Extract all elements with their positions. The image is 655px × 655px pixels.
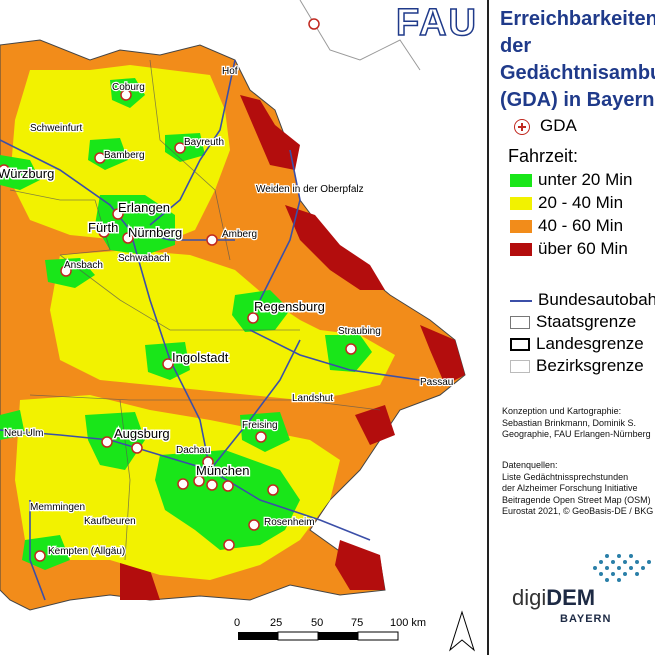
region-under-20-regensburg (232, 290, 290, 332)
city-label: Schweinfurt (30, 123, 82, 134)
city-label: Dachau (176, 445, 210, 456)
fau-logo: FAU (395, 1, 478, 45)
legend-gda-label: GDA (540, 116, 577, 135)
region-under-20-neu-ulm (0, 410, 25, 440)
region-under-20-muenchen (155, 450, 300, 550)
scale-label-100: 100 km (390, 617, 427, 629)
city-label: Memmingen (30, 502, 85, 513)
city-label: München (196, 463, 249, 478)
city-label: Augsburg (114, 426, 170, 441)
legend-district-border: Bezirksgrenze (510, 356, 644, 376)
region-over-60-east (285, 205, 385, 290)
region-over-60-northeast (240, 95, 300, 170)
legend-land-border: Landesgrenze (510, 334, 644, 354)
city-label: Hof (222, 66, 238, 77)
region-under-20-freising (240, 412, 290, 452)
digidem-bayern-label: BAYERN (560, 613, 612, 625)
city-label: Würzburg (0, 166, 54, 181)
swatch-40-60 (510, 220, 532, 234)
city-label: Landshut (292, 393, 333, 404)
city-label: Erlangen (118, 200, 170, 215)
region-20-40-centre (50, 250, 395, 400)
district-borders (9, 59, 381, 561)
region-over-60-southeast (335, 540, 385, 590)
city-label: Straubing (338, 326, 381, 337)
city-label: Neu-Ulm (4, 428, 43, 439)
region-over-60-east2 (355, 405, 395, 445)
region-under-20-wuerzburg (0, 155, 40, 190)
credits-konzeption: Konzeption und Kartographie: Sebastian B… (502, 406, 651, 439)
district-border-box-icon (510, 360, 530, 374)
city-label: Kempten (Allgäu) (48, 546, 125, 557)
region-over-60-passau (420, 325, 465, 385)
scale-label-0: 0 (234, 617, 241, 629)
city-label: Coburg (112, 82, 145, 93)
legend-state-border: Staatsgrenze (510, 312, 636, 332)
credits-datenquellen: Datenquellen: Liste Gedächtnissprechstun… (502, 460, 654, 516)
legend-class-20-40: 20 - 40 Min (510, 193, 623, 213)
city-label: Regensburg (254, 299, 325, 314)
scale-bar (238, 631, 399, 641)
state-border-box-icon (510, 316, 530, 330)
city-label: Ingolstadt (172, 350, 229, 365)
city-labels: Hof Coburg Schweinfurt Bamberg Bayreuth Würzb… (0, 65, 455, 559)
legend-motorway: Bundesautobahn (510, 290, 655, 310)
bavaria-map: Hof Coburg Schweinfurt Bamberg Bayreuth Würzb… (0, 0, 475, 652)
city-label: Bayreuth (184, 137, 224, 148)
motorway-line-icon (510, 299, 532, 302)
state-border-north (299, 0, 421, 71)
digidem-logo: digiDEM (512, 585, 596, 610)
city-label: Bamberg (104, 150, 145, 161)
gda-markers (0, 18, 357, 562)
panel-divider (487, 0, 489, 655)
gda-marker-icon (514, 118, 530, 135)
legend-fahrzeit-heading: Fahrzeit: (508, 146, 579, 166)
city-label: Amberg (222, 229, 257, 240)
city-label: Ansbach (64, 260, 103, 271)
city-label: Nürnberg (128, 225, 182, 240)
city-label: Kaufbeuren (84, 516, 136, 527)
land-border-box-icon (510, 338, 530, 352)
legend-gda: GDA (510, 116, 577, 136)
swatch-under-20 (510, 174, 532, 188)
city-label: Fürth (88, 220, 118, 235)
digidem-dots-icon (593, 554, 651, 582)
city-label: Freising (242, 420, 278, 431)
city-label: Weiden in der Oberpfalz (256, 184, 364, 195)
legend-class-40-60: 40 - 60 Min (510, 216, 623, 236)
scale-label-25: 25 (270, 617, 283, 629)
north-arrow-icon (449, 610, 475, 652)
scale-label-50: 50 (311, 617, 324, 629)
region-under-20-kempten (22, 535, 70, 570)
legend-class-under-20: unter 20 Min (510, 170, 633, 190)
city-label: Rosenheim (264, 517, 315, 528)
city-label: Passau (420, 377, 453, 388)
swatch-20-40 (510, 197, 532, 211)
swatch-over-60 (510, 243, 532, 257)
scale-label-75: 75 (351, 617, 364, 629)
legend-class-over-60: über 60 Min (510, 239, 628, 259)
city-label: Schwabach (118, 253, 170, 264)
map-title: Erreichbarkeiten der Gedächtnisambulanze… (500, 8, 655, 111)
